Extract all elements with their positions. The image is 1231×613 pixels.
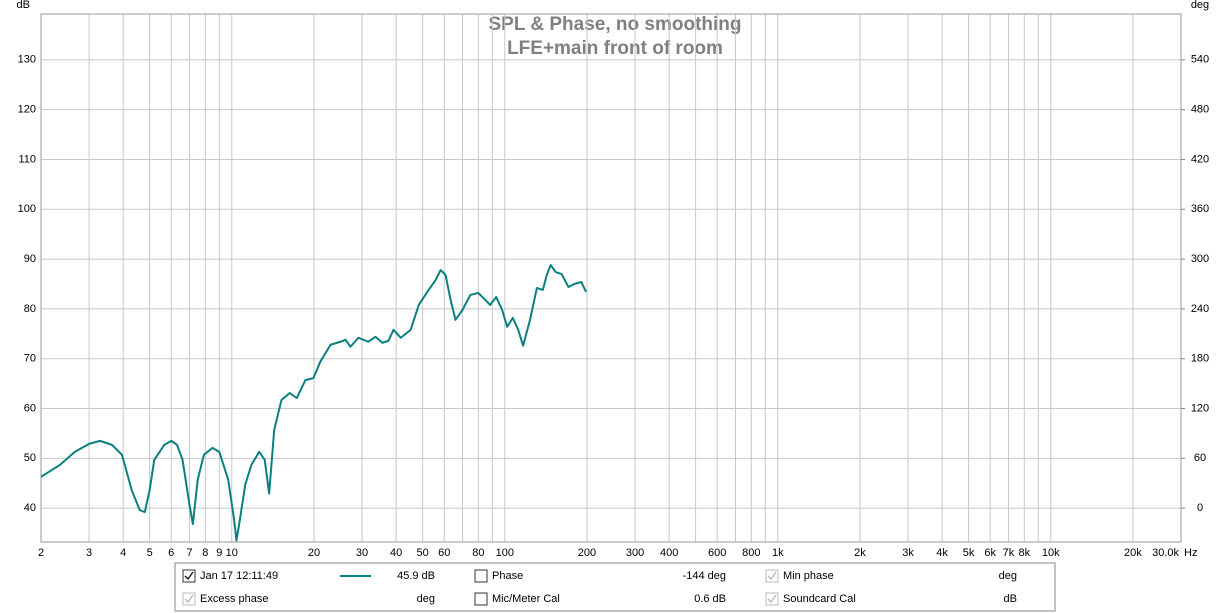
checkbox[interactable] bbox=[474, 569, 488, 583]
checkbox[interactable] bbox=[474, 592, 488, 606]
x-tick-label: 10 bbox=[226, 547, 238, 559]
x-tick-label: 6 bbox=[168, 547, 174, 559]
checkbox[interactable] bbox=[182, 569, 196, 583]
legend-readout: 0.6 dB bbox=[694, 593, 726, 605]
check-mark bbox=[767, 571, 777, 581]
y-tick-label: 50 bbox=[24, 452, 36, 464]
y-tick-label: 110 bbox=[18, 153, 36, 165]
check-mark bbox=[184, 594, 194, 604]
x-tick-label: 5 bbox=[147, 547, 153, 559]
x-tick-label: 4 bbox=[120, 547, 126, 559]
y2-tick-label: 120 bbox=[1191, 402, 1209, 414]
x-tick-label: 400 bbox=[660, 547, 678, 559]
legend-label: Min phase bbox=[783, 570, 834, 582]
x-tick-label: 30 bbox=[356, 547, 368, 559]
x-tick-label: 1k bbox=[772, 547, 784, 559]
x-tick-label: 6k bbox=[984, 547, 996, 559]
legend-readout: dB bbox=[1004, 593, 1017, 605]
checkbox[interactable] bbox=[765, 569, 779, 583]
x-tick-label: 9 bbox=[216, 547, 222, 559]
y-tick-label: 120 bbox=[18, 104, 36, 116]
check-mark bbox=[767, 594, 777, 604]
chart-subtitle: LFE+main front of room bbox=[507, 38, 723, 59]
x-tick-label: 5k bbox=[963, 547, 975, 559]
y2-tick-label: 420 bbox=[1191, 153, 1209, 165]
x-tick-label: 50 bbox=[416, 547, 428, 559]
y2-tick-label: 300 bbox=[1191, 253, 1209, 265]
x-tick-label: 60 bbox=[438, 547, 450, 559]
series-line bbox=[41, 264, 588, 542]
y2-tick-label: 60 bbox=[1194, 452, 1206, 464]
legend-readout: 45.9 dB bbox=[397, 570, 435, 582]
legend-readout: -144 deg bbox=[683, 570, 726, 582]
y2-tick-label: 240 bbox=[1191, 303, 1209, 315]
y2-tick-label: 360 bbox=[1191, 203, 1209, 215]
x-tick-label: 8k bbox=[1018, 547, 1030, 559]
y2-tick-label: 0 bbox=[1197, 502, 1203, 514]
legend-panel bbox=[174, 562, 1056, 612]
x-tick-label: 4k bbox=[936, 547, 948, 559]
x-tick-label: 600 bbox=[708, 547, 726, 559]
x-tick-label: 8 bbox=[202, 547, 208, 559]
check-mark bbox=[184, 571, 194, 581]
x-tick-label: 20 bbox=[308, 547, 320, 559]
legend-label: Phase bbox=[492, 570, 523, 582]
legend-label: Excess phase bbox=[200, 593, 268, 605]
legend-label: Mic/Meter Cal bbox=[492, 593, 560, 605]
legend-label: Soundcard Cal bbox=[783, 593, 856, 605]
x-tick-label: 300 bbox=[626, 547, 644, 559]
x-tick-label: 2 bbox=[38, 547, 44, 559]
y-axis-unit: dB bbox=[17, 0, 30, 11]
x-tick-label: 10k bbox=[1042, 547, 1060, 559]
y-tick-label: 100 bbox=[18, 203, 36, 215]
x-tick-label: 20k bbox=[1124, 547, 1142, 559]
x-tick-label: 100 bbox=[496, 547, 514, 559]
x-axis-unit: Hz bbox=[1184, 547, 1197, 559]
x-tick-label: 800 bbox=[742, 547, 760, 559]
y2-axis-unit: deg bbox=[1191, 0, 1209, 11]
y-tick-label: 60 bbox=[24, 402, 36, 414]
x-tick-label: 3k bbox=[902, 547, 914, 559]
y-tick-label: 80 bbox=[24, 303, 36, 315]
legend-readout: deg bbox=[999, 570, 1017, 582]
y2-tick-label: 540 bbox=[1191, 54, 1209, 66]
y2-tick-label: 480 bbox=[1191, 104, 1209, 116]
legend-label: Jan 17 12:11:49 bbox=[200, 570, 278, 582]
checkbox[interactable] bbox=[765, 592, 779, 606]
y2-tick-label: 180 bbox=[1191, 353, 1209, 365]
x-tick-label: 3 bbox=[86, 547, 92, 559]
x-tick-label: 7 bbox=[186, 547, 192, 559]
legend-readout: deg bbox=[417, 593, 435, 605]
x-tick-label: 200 bbox=[578, 547, 596, 559]
plot-frame bbox=[40, 13, 1182, 543]
x-tick-label: 30.0k bbox=[1152, 547, 1179, 559]
x-tick-label: 7k bbox=[1003, 547, 1015, 559]
y-tick-label: 40 bbox=[24, 502, 36, 514]
x-tick-label: 40 bbox=[390, 547, 402, 559]
x-tick-label: 80 bbox=[472, 547, 484, 559]
y-tick-label: 70 bbox=[24, 353, 36, 365]
x-tick-label: 2k bbox=[854, 547, 866, 559]
y-tick-label: 90 bbox=[24, 253, 36, 265]
y-tick-label: 130 bbox=[18, 54, 36, 66]
chart-title: SPL & Phase, no smoothing bbox=[488, 14, 741, 35]
checkbox[interactable] bbox=[182, 592, 196, 606]
